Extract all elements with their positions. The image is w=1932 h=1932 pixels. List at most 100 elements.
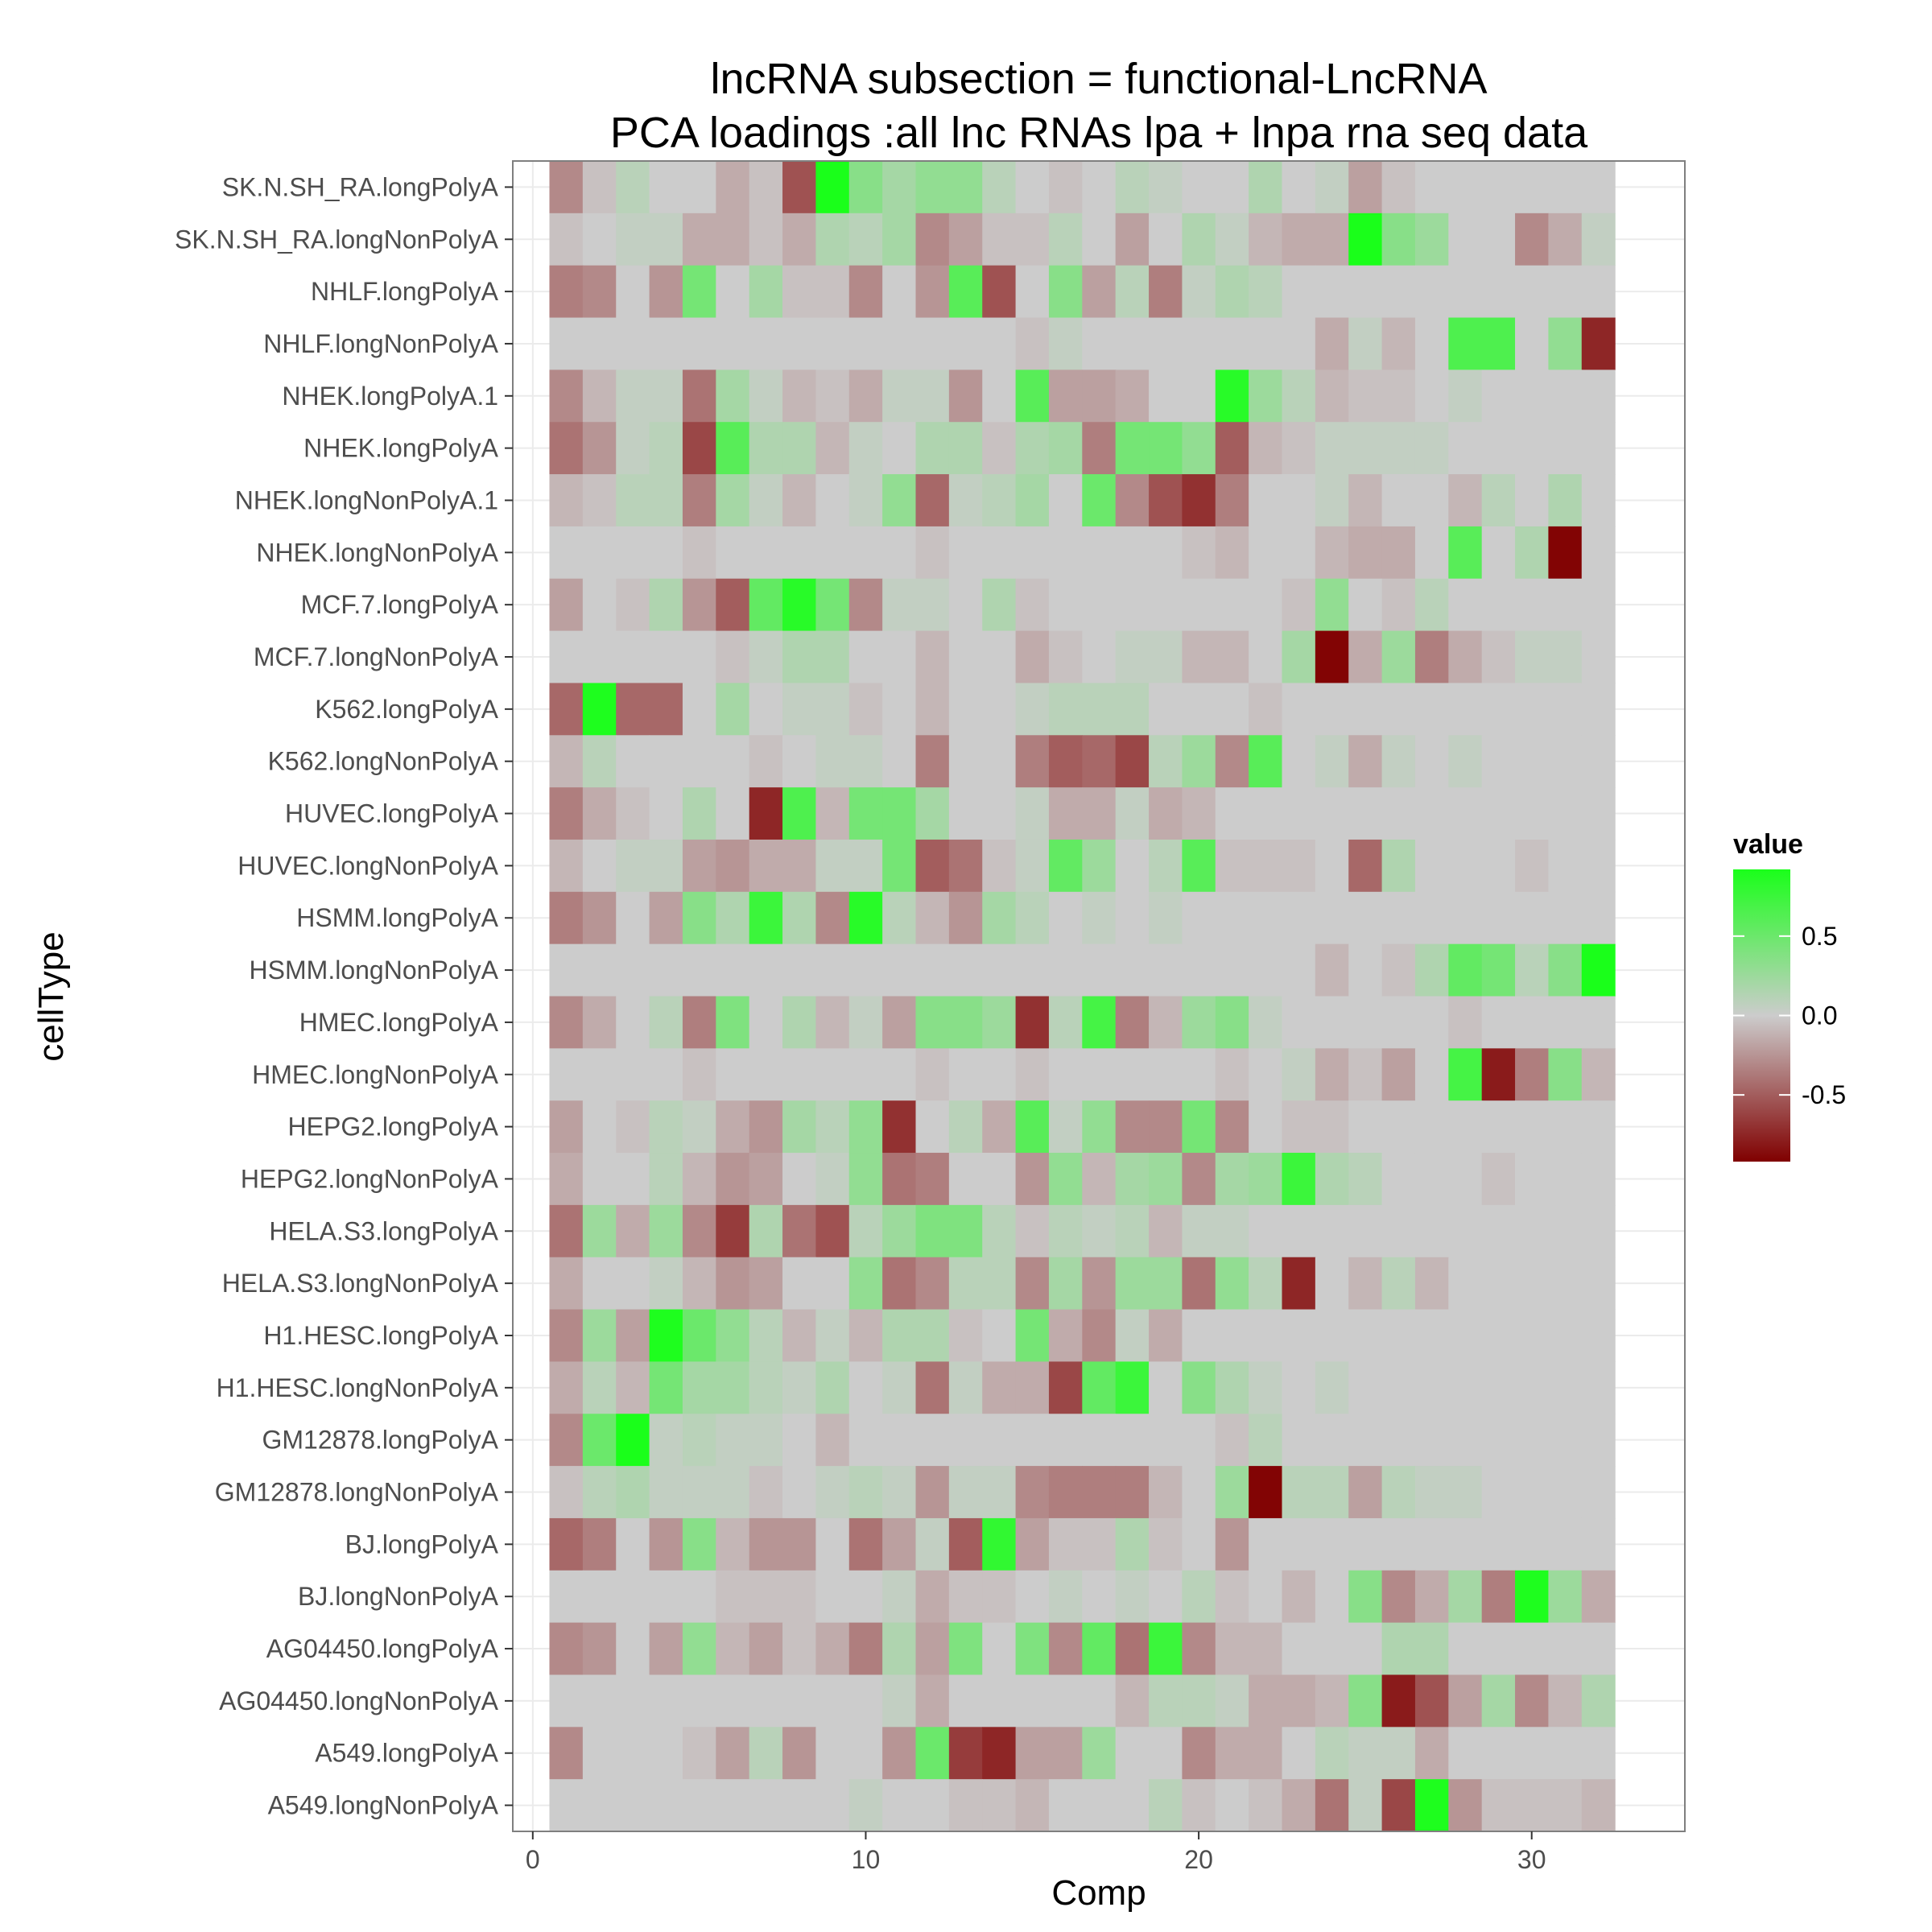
heatmap-cell bbox=[1481, 213, 1516, 266]
heatmap-cell bbox=[1414, 1257, 1449, 1311]
heatmap-cell bbox=[582, 474, 617, 527]
heatmap-cell bbox=[1315, 630, 1349, 684]
heatmap-cell bbox=[1249, 1100, 1283, 1154]
heatmap-cell bbox=[749, 1100, 783, 1154]
heatmap-cell bbox=[982, 1309, 1017, 1362]
heatmap-cell bbox=[1515, 1674, 1550, 1728]
heatmap-cell bbox=[815, 474, 850, 527]
heatmap-cell bbox=[1481, 578, 1516, 632]
heatmap-cell bbox=[1215, 1204, 1249, 1258]
heatmap-cell bbox=[649, 1727, 683, 1780]
heatmap-cell bbox=[549, 683, 584, 736]
heatmap-cell bbox=[1414, 683, 1449, 736]
heatmap-cell bbox=[1448, 161, 1483, 214]
x-tick-label: 20 bbox=[1184, 1845, 1213, 1874]
heatmap-cell bbox=[982, 422, 1017, 475]
heatmap-cell bbox=[1282, 630, 1316, 684]
heatmap-cell bbox=[982, 1727, 1017, 1780]
heatmap-cell bbox=[848, 213, 883, 266]
heatmap-cell bbox=[1515, 161, 1550, 214]
heatmap-cell bbox=[649, 683, 683, 736]
heatmap-cell bbox=[1348, 265, 1383, 319]
y-tick-label: AG04450.longPolyA bbox=[266, 1634, 499, 1663]
heatmap-cell bbox=[1015, 1204, 1050, 1258]
heatmap-cell bbox=[1548, 1779, 1583, 1832]
heatmap-cell bbox=[716, 265, 750, 319]
heatmap-cell bbox=[1414, 1674, 1449, 1728]
heatmap-cell bbox=[1149, 839, 1183, 893]
heatmap-cell bbox=[1381, 1309, 1416, 1362]
heatmap-cell bbox=[616, 1309, 650, 1362]
heatmap-cell bbox=[1481, 1257, 1516, 1311]
legend-tick-label: -0.5 bbox=[1802, 1080, 1846, 1109]
heatmap-cell bbox=[549, 1257, 584, 1311]
heatmap-cell bbox=[1249, 1517, 1283, 1571]
heatmap-cell bbox=[1149, 1100, 1183, 1154]
heatmap-cell bbox=[848, 369, 883, 423]
heatmap-cell bbox=[848, 891, 883, 945]
heatmap-cell bbox=[1115, 683, 1150, 736]
heatmap-cell bbox=[815, 1309, 850, 1362]
heatmap-cell bbox=[1149, 1257, 1183, 1311]
heatmap-cell bbox=[1249, 1674, 1283, 1728]
heatmap-cell bbox=[1015, 1257, 1050, 1311]
heatmap-cell bbox=[1381, 891, 1416, 945]
heatmap-cell bbox=[848, 1361, 883, 1414]
heatmap-cell bbox=[1015, 161, 1050, 214]
heatmap-cell bbox=[1548, 1414, 1583, 1467]
heatmap-cell bbox=[1182, 1674, 1216, 1728]
heatmap-cell bbox=[1215, 578, 1249, 632]
heatmap-cell bbox=[1282, 1414, 1316, 1467]
heatmap-cell bbox=[1481, 474, 1516, 527]
heatmap-cell bbox=[749, 943, 783, 997]
heatmap-cell bbox=[1581, 369, 1616, 423]
heatmap-cell bbox=[1082, 1674, 1117, 1728]
legend: value 0.5 0.0 -0.5 bbox=[1733, 829, 1846, 1162]
heatmap-cell bbox=[1348, 1414, 1383, 1467]
heatmap-cell bbox=[1215, 1048, 1249, 1101]
heatmap-cell bbox=[616, 1779, 650, 1832]
heatmap-cell bbox=[716, 891, 750, 945]
heatmap-cell bbox=[1048, 735, 1083, 788]
heatmap-cell bbox=[1015, 1466, 1050, 1519]
heatmap-cell bbox=[1015, 1414, 1050, 1467]
heatmap-cell bbox=[1381, 526, 1416, 580]
heatmap-cell bbox=[582, 213, 617, 266]
heatmap-cell bbox=[982, 1414, 1017, 1467]
heatmap-cell bbox=[1282, 1204, 1316, 1258]
heatmap-cell bbox=[1215, 213, 1249, 266]
heatmap-cell bbox=[1481, 1466, 1516, 1519]
heatmap-cell bbox=[1448, 1414, 1483, 1467]
heatmap-cell bbox=[749, 1466, 783, 1519]
heatmap-cell bbox=[848, 265, 883, 319]
heatmap-cell bbox=[716, 1622, 750, 1676]
heatmap-cell bbox=[1149, 422, 1183, 475]
heatmap-cell bbox=[882, 161, 917, 214]
heatmap-cell bbox=[848, 787, 883, 840]
heatmap-cell bbox=[1282, 265, 1316, 319]
heatmap-cell bbox=[982, 161, 1017, 214]
heatmap-cell bbox=[749, 1309, 783, 1362]
heatmap-cell bbox=[1149, 1517, 1183, 1571]
heatmap-cell bbox=[1548, 1204, 1583, 1258]
heatmap-cell bbox=[1082, 630, 1117, 684]
heatmap-cell bbox=[815, 1100, 850, 1154]
heatmap-cell bbox=[782, 1361, 817, 1414]
heatmap-cell bbox=[716, 526, 750, 580]
heatmap-cell bbox=[1581, 1414, 1616, 1467]
heatmap-cell bbox=[1015, 1727, 1050, 1780]
heatmap-cell bbox=[649, 578, 683, 632]
heatmap-cell bbox=[1249, 787, 1283, 840]
heatmap-cell bbox=[1515, 317, 1550, 370]
heatmap-cell bbox=[649, 735, 683, 788]
heatmap-cell bbox=[1348, 1674, 1383, 1728]
heatmap-cell bbox=[1548, 265, 1583, 319]
heatmap-cell bbox=[1515, 1257, 1550, 1311]
heatmap-cell bbox=[1115, 1309, 1150, 1362]
heatmap-cell bbox=[549, 1361, 584, 1414]
chart-title-line-1: lncRNA subsection = functional-LncRNA bbox=[711, 55, 1488, 103]
heatmap-cell bbox=[1015, 317, 1050, 370]
heatmap-cell bbox=[948, 1414, 983, 1467]
heatmap-cell bbox=[1581, 787, 1616, 840]
heatmap-cell bbox=[1048, 996, 1083, 1049]
